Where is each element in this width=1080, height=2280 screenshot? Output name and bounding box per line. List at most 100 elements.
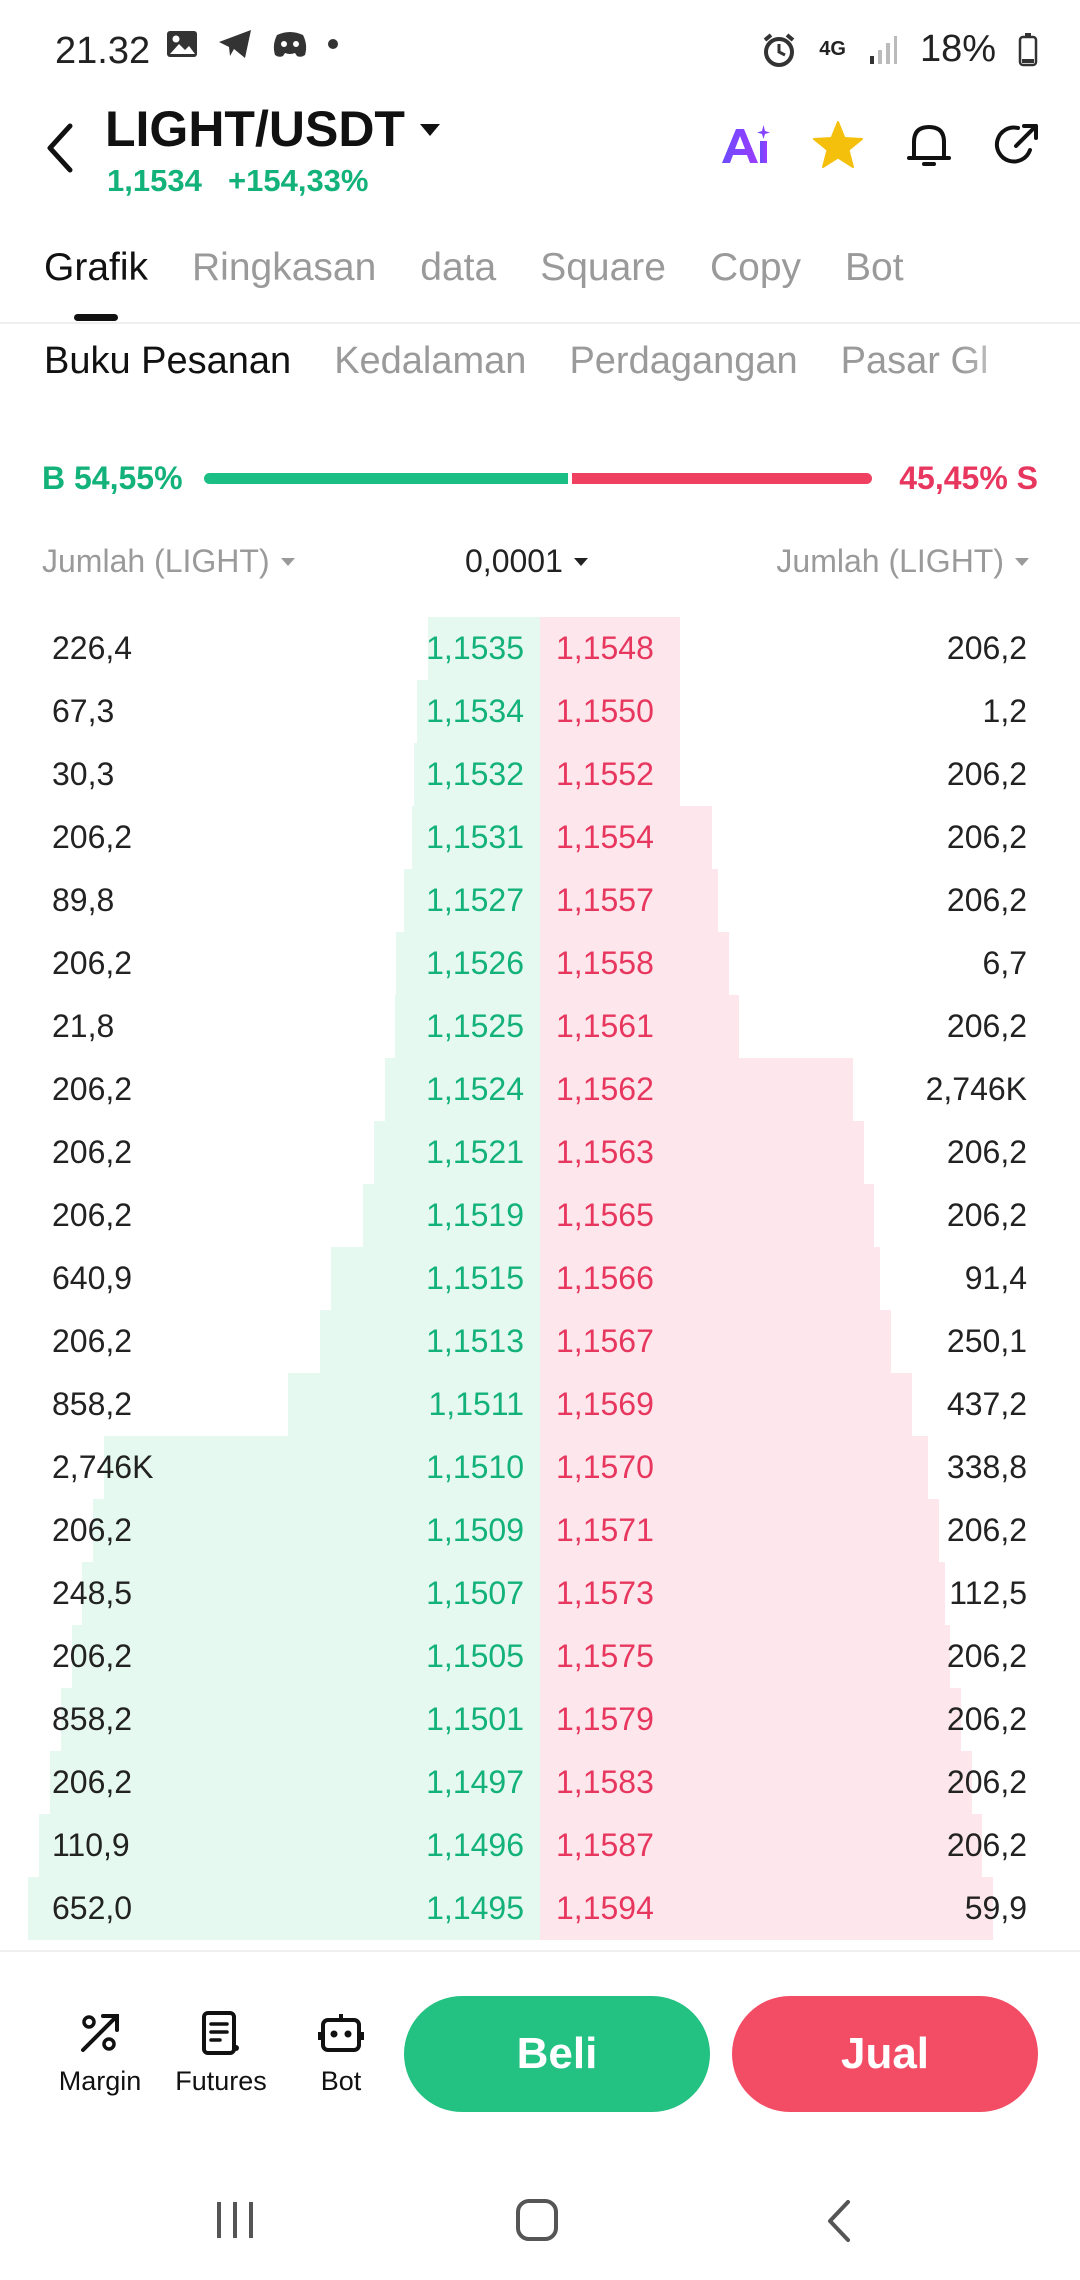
order-book-row[interactable]: 640,9 1,1515 1,1566 91,4 xyxy=(0,1247,1080,1310)
ask-depth-bar xyxy=(540,743,680,806)
order-book-row[interactable]: 67,3 1,1534 1,1550 1,2 xyxy=(0,680,1080,743)
bid-depth-bar xyxy=(396,932,540,995)
order-book-row[interactable]: 206,2 1,1531 1,1554 206,2 xyxy=(0,806,1080,869)
ask-price: 1,1563 xyxy=(556,1134,654,1170)
bid-qty-unit-select[interactable]: Jumlah (LIGHT) xyxy=(42,543,296,580)
signal-icon xyxy=(869,35,897,64)
tab-bot[interactable]: Bot xyxy=(845,246,904,289)
ask-depth-bar xyxy=(540,617,680,680)
ask-qty-unit-select[interactable]: Jumlah (LIGHT) xyxy=(776,543,1030,580)
bid-price: 1,1501 xyxy=(426,1701,524,1737)
discord-icon xyxy=(273,32,307,57)
ask-depth-bar xyxy=(540,1499,939,1562)
dot-icon xyxy=(328,39,338,49)
ask-depth-bar xyxy=(540,1058,853,1121)
bid-quantity: 206,2 xyxy=(52,819,133,855)
battery-icon xyxy=(1018,32,1038,66)
ai-icon[interactable] xyxy=(718,123,770,167)
bid-quantity: 67,3 xyxy=(52,693,115,729)
sell-button[interactable]: Jual xyxy=(732,1996,1038,2112)
home-icon[interactable] xyxy=(515,2198,559,2242)
bid-quantity: 2,746K xyxy=(52,1449,154,1485)
ask-price: 1,1575 xyxy=(556,1638,654,1674)
order-book-row[interactable]: 206,2 1,1519 1,1565 206,2 xyxy=(0,1184,1080,1247)
price-change: +154,33% xyxy=(228,163,369,198)
bid-depth-bar xyxy=(331,1247,540,1310)
back-icon[interactable] xyxy=(40,118,80,178)
share-icon[interactable] xyxy=(994,122,1040,168)
bid-quantity: 206,2 xyxy=(52,1764,133,1800)
bid-depth-bar xyxy=(385,1058,540,1121)
star-icon[interactable] xyxy=(812,120,864,170)
subtab-fade xyxy=(960,325,1080,415)
subtab-buku-pesanan[interactable]: Buku Pesanan xyxy=(44,340,292,382)
tab-ringkasan[interactable]: Ringkasan xyxy=(192,246,377,289)
order-book-row[interactable]: 30,3 1,1532 1,1552 206,2 xyxy=(0,743,1080,806)
margin-label: Margin xyxy=(58,2066,142,2096)
bid-quantity: 248,5 xyxy=(52,1575,133,1611)
nav-back-icon[interactable] xyxy=(824,2198,854,2244)
pair-title[interactable]: LIGHT/USDT xyxy=(105,101,405,157)
precision-select[interactable]: 0,0001 xyxy=(465,543,589,580)
margin-button[interactable]: Margin xyxy=(45,2010,155,2097)
bid-quantity: 206,2 xyxy=(52,1134,133,1170)
bid-depth-bar xyxy=(417,680,540,743)
bid-quantity: 206,2 xyxy=(52,1512,133,1548)
order-book-row[interactable]: 206,2 1,1505 1,1575 206,2 xyxy=(0,1625,1080,1688)
order-book-row[interactable]: 206,2 1,1513 1,1567 250,1 xyxy=(0,1310,1080,1373)
bid-price: 1,1509 xyxy=(426,1512,524,1548)
order-book-row[interactable]: 652,0 1,1495 1,1594 59,9 xyxy=(0,1877,1080,1940)
ratio-bar-sell xyxy=(572,473,872,484)
recents-icon[interactable] xyxy=(213,2200,257,2240)
bid-price: 1,1496 xyxy=(426,1827,524,1863)
bid-depth-bar xyxy=(61,1688,540,1751)
bid-price: 1,1527 xyxy=(426,882,524,918)
ask-price: 1,1571 xyxy=(556,1512,654,1548)
last-price: 1,1534 xyxy=(107,163,202,198)
bid-depth-bar xyxy=(72,1625,540,1688)
ask-depth-bar xyxy=(540,1184,874,1247)
order-book-row[interactable]: 21,8 1,1525 1,1561 206,2 xyxy=(0,995,1080,1058)
subtab-kedalaman[interactable]: Kedalaman xyxy=(334,340,527,382)
ask-price: 1,1548 xyxy=(556,630,654,666)
ask-price: 1,1562 xyxy=(556,1071,654,1107)
bid-price: 1,1505 xyxy=(426,1638,524,1674)
order-book-row[interactable]: 206,2 1,1526 1,1558 6,7 xyxy=(0,932,1080,995)
ask-depth-bar xyxy=(540,1625,950,1688)
bot-button[interactable]: Bot xyxy=(286,2010,396,2097)
bell-icon[interactable] xyxy=(906,120,952,170)
ask-quantity: 206,2 xyxy=(946,1008,1027,1044)
bid-quantity: 206,2 xyxy=(52,1071,133,1107)
order-book-row[interactable]: 89,8 1,1527 1,1557 206,2 xyxy=(0,869,1080,932)
header-actions xyxy=(718,120,1040,170)
ask-quantity: 206,2 xyxy=(946,756,1027,792)
tab-copy[interactable]: Copy xyxy=(709,246,802,289)
subtab-perdagangan[interactable]: Perdagangan xyxy=(569,340,798,382)
bid-depth-bar xyxy=(363,1184,540,1247)
status-right: 4G 18% xyxy=(761,28,1038,71)
ask-depth-bar xyxy=(540,1877,993,1940)
order-book-row[interactable]: 2,746K 1,1510 1,1570 338,8 xyxy=(0,1436,1080,1499)
ask-quantity: 206,2 xyxy=(946,1512,1027,1548)
order-book-row[interactable]: 248,5 1,1507 1,1573 112,5 xyxy=(0,1562,1080,1625)
pair-dropdown-icon[interactable] xyxy=(418,122,442,138)
tab-data[interactable]: data xyxy=(420,246,497,289)
order-book-row[interactable]: 206,2 1,1524 1,1562 2,746K xyxy=(0,1058,1080,1121)
ask-depth-bar xyxy=(540,1247,880,1310)
bid-quantity: 89,8 xyxy=(52,882,115,918)
main-tabs: Grafik Ringkasan data Square Copy Bot xyxy=(44,246,904,290)
buy-button[interactable]: Beli xyxy=(404,1996,710,2112)
order-book-row[interactable]: 110,9 1,1496 1,1587 206,2 xyxy=(0,1814,1080,1877)
order-book-row[interactable]: 858,2 1,1501 1,1579 206,2 xyxy=(0,1688,1080,1751)
order-book-row[interactable]: 226,4 1,1535 1,1548 206,2 xyxy=(0,617,1080,680)
tab-grafik[interactable]: Grafik xyxy=(44,246,149,289)
precision-label: 0,0001 xyxy=(465,543,563,579)
tab-square[interactable]: Square xyxy=(540,246,666,289)
ask-qty-unit-label: Jumlah (LIGHT) xyxy=(776,543,1004,579)
futures-button[interactable]: Futures xyxy=(166,2010,276,2097)
order-book-row[interactable]: 206,2 1,1509 1,1571 206,2 xyxy=(0,1499,1080,1562)
order-book-row[interactable]: 206,2 1,1497 1,1583 206,2 xyxy=(0,1751,1080,1814)
order-book-row[interactable]: 206,2 1,1521 1,1563 206,2 xyxy=(0,1121,1080,1184)
order-book-row[interactable]: 858,2 1,1511 1,1569 437,2 xyxy=(0,1373,1080,1436)
ask-depth-bar xyxy=(540,1436,928,1499)
